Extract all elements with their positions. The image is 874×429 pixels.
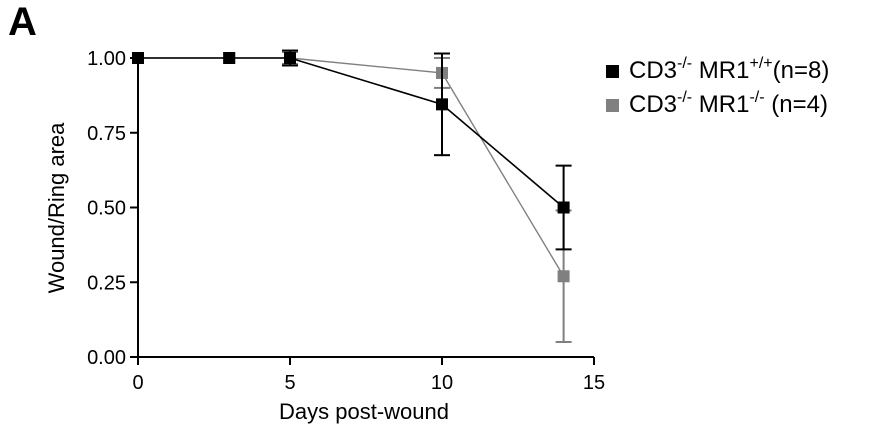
series-1: [132, 49, 572, 251]
y-tick-label: 0.50: [87, 198, 126, 220]
x-tick-label: 15: [583, 372, 605, 394]
data-point: [557, 270, 570, 283]
legend-item-series-1: CD3-/- MR1+/+(n=8): [606, 54, 829, 88]
y-tick-label: 0.00: [87, 347, 126, 369]
y-tick-label: 1.00: [87, 48, 126, 70]
y-tick-label: 0.25: [87, 272, 126, 294]
x-tick-label: 10: [431, 372, 453, 394]
panel-label: A: [8, 0, 37, 44]
y-tick-label: 0.75: [87, 123, 126, 145]
x-tick-label: 5: [284, 372, 295, 394]
series-line: [138, 57, 565, 277]
data-point: [284, 52, 296, 64]
data-point: [557, 201, 570, 214]
chart-legend: CD3-/- MR1+/+(n=8) CD3-/- MR1-/- (n=4): [606, 54, 829, 122]
data-point: [223, 52, 236, 64]
series-line: [138, 57, 565, 209]
legend-label-series-2: CD3-/- MR1-/- (n=4): [629, 89, 828, 119]
chart-axes: 0.00 0.25 0.50 0.75 1.00 0 5 10 15: [87, 48, 605, 394]
legend-item-series-2: CD3-/- MR1-/- (n=4): [606, 88, 829, 122]
data-point: [132, 52, 144, 64]
chart-series: [132, 49, 572, 344]
legend-swatch-series-2: [606, 98, 619, 112]
x-axis-label: Days post-wound: [279, 399, 449, 424]
data-point: [436, 98, 448, 111]
legend-label-series-1: CD3-/- MR1+/+(n=8): [629, 55, 830, 85]
series-2: [132, 51, 572, 344]
legend-swatch-series-1: [606, 64, 619, 78]
x-tick-label: 0: [132, 372, 143, 394]
y-axis-label: Wound/Ring area: [44, 122, 69, 294]
